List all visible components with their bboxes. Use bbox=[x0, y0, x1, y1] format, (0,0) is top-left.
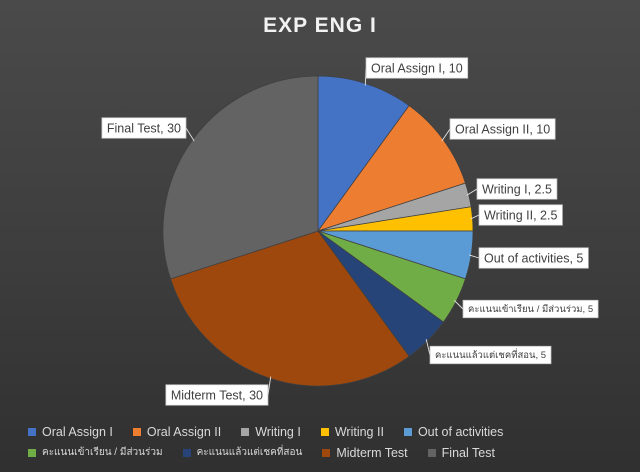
legend-item: Out of activities bbox=[403, 425, 504, 439]
data-label-box bbox=[365, 57, 469, 79]
data-label-box bbox=[101, 117, 187, 139]
legend-item: Writing I bbox=[241, 425, 301, 439]
leader-line bbox=[185, 127, 195, 142]
data-label-box bbox=[165, 384, 269, 406]
data-label-text: Oral Assign I, 10 bbox=[371, 62, 463, 76]
chart-title: EXP ENG I bbox=[263, 14, 377, 37]
legend-label: Out of activities bbox=[417, 425, 504, 439]
pie-slices bbox=[162, 75, 474, 387]
leader-line bbox=[470, 214, 480, 220]
legend-swatch bbox=[241, 428, 250, 436]
pie-slice bbox=[317, 75, 410, 233]
data-label-box bbox=[478, 204, 563, 226]
legend-label: คะแนนเข้าเรียน / มีส่วนร่วม bbox=[42, 447, 163, 458]
data-label-text: คะแนนแล้วแต่เชคที่สอน, 5 bbox=[435, 348, 546, 361]
legend-swatch bbox=[132, 428, 141, 436]
legend-item: Oral Assign II bbox=[132, 425, 222, 439]
legend-item: Writing II bbox=[320, 425, 384, 439]
legend-swatch bbox=[403, 428, 412, 436]
data-label-box bbox=[462, 299, 599, 319]
data-label-box bbox=[478, 247, 589, 269]
legend-item: คะแนนแล้วแต่เชคที่สอน bbox=[182, 445, 303, 460]
data-labels: Oral Assign I, 10 Oral Assign II, 10 Writi… bbox=[101, 57, 599, 406]
leader-line bbox=[267, 376, 272, 396]
data-label: Oral Assign I, 10 bbox=[365, 57, 469, 79]
legend: Oral Assign I Oral Assign II Writing I Writ… bbox=[28, 425, 628, 460]
leader-line bbox=[468, 254, 480, 259]
legend-label: Writing I bbox=[255, 425, 301, 439]
legend-swatch bbox=[322, 448, 331, 457]
data-label-text: Oral Assign II, 10 bbox=[455, 123, 550, 137]
data-label-text: คะแนนเข้าเรียน / มีส่วนร่วม, 5 bbox=[468, 303, 593, 315]
leader-line bbox=[454, 300, 464, 310]
data-label-text: Final Test, 30 bbox=[107, 122, 181, 136]
legend-item: Oral Assign I bbox=[28, 425, 113, 439]
leader-line bbox=[466, 188, 478, 196]
legend-swatch bbox=[320, 428, 329, 436]
data-label: Midterm Test, 30 bbox=[165, 384, 269, 406]
data-label: Out of activities, 5 bbox=[478, 247, 589, 269]
data-label-text: Writing I, 2.5 bbox=[482, 183, 552, 197]
legend-label: Midterm Test bbox=[336, 445, 408, 460]
pie-slice bbox=[162, 75, 319, 280]
legend-swatch bbox=[427, 448, 436, 457]
data-label: Writing II, 2.5 bbox=[478, 204, 563, 226]
data-label-text: Writing II, 2.5 bbox=[484, 209, 557, 223]
legend-label: Oral Assign II bbox=[146, 425, 222, 439]
data-label: Oral Assign II, 10 bbox=[449, 118, 556, 140]
legend-label: คะแนนแล้วแต่เชคที่สอน bbox=[196, 447, 303, 458]
leader-line bbox=[441, 128, 451, 142]
legend-label: Final Test bbox=[441, 445, 495, 460]
pie-slice bbox=[317, 105, 466, 232]
legend-label: Writing II bbox=[334, 425, 384, 439]
data-label: คะแนนเข้าเรียน / มีส่วนร่วม, 5 bbox=[462, 299, 599, 319]
legend-label: Oral Assign I bbox=[42, 425, 113, 439]
data-label: คะแนนแล้วแต่เชคที่สอน, 5 bbox=[429, 345, 552, 365]
data-label-box bbox=[476, 178, 558, 200]
data-label-text: Out of activities, 5 bbox=[484, 252, 583, 266]
legend-swatch bbox=[28, 428, 36, 436]
leader-line bbox=[425, 339, 431, 356]
data-label: Final Test, 30 bbox=[101, 117, 187, 139]
legend-swatch bbox=[182, 448, 191, 457]
legend-item: Midterm Test bbox=[322, 445, 408, 460]
legend-swatch bbox=[28, 448, 36, 457]
data-label-box bbox=[449, 118, 556, 140]
data-label: Writing I, 2.5 bbox=[476, 178, 558, 200]
legend-item: Final Test bbox=[427, 445, 495, 460]
legend-item: คะแนนเข้าเรียน / มีส่วนร่วม bbox=[28, 445, 163, 460]
data-label-text: Midterm Test, 30 bbox=[171, 389, 263, 403]
data-label-box bbox=[429, 345, 552, 365]
